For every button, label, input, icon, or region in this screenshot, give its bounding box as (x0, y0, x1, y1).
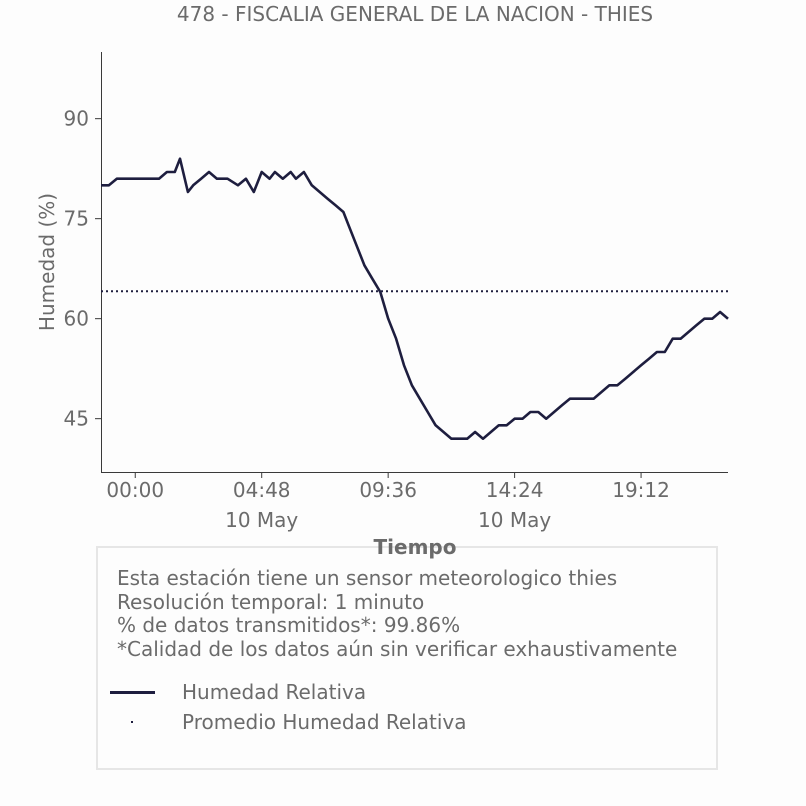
legend-dot-icon (110, 712, 156, 732)
x-tick-label: 09:36 (359, 478, 417, 502)
x-tick-label: 19:12 (612, 478, 670, 502)
x-ticks: 00:00 04:48 10 May 09:36 14:24 10 May 19:12 (106, 472, 670, 532)
y-tick-label: 45 (64, 407, 89, 431)
y-ticks: 45 60 75 90 (64, 107, 101, 431)
y-tick-label: 75 (64, 207, 89, 231)
x-tick-label: 04:48 (233, 478, 291, 502)
legend-label-humedad: Humedad Relativa (182, 680, 367, 704)
info-legend-box: Esta estación tiene un sensor meteorolog… (96, 546, 718, 770)
x-tick-sublabel: 10 May (225, 508, 298, 532)
chart-title: 478 - FISCALIA GENERAL DE LA NACION - TH… (177, 2, 653, 26)
y-axis-label: Humedad (%) (35, 193, 59, 331)
x-tick-sublabel: 10 May (478, 508, 551, 532)
info-text: Esta estación tiene un sensor meteorolog… (117, 566, 678, 661)
y-tick-label: 60 (64, 307, 89, 331)
legend-solid-line-icon (110, 682, 156, 702)
x-tick-label: 14:24 (486, 478, 544, 502)
x-tick-label: 00:00 (106, 478, 164, 502)
info-line-quality: *Calidad de los datos aún sin verificar … (117, 636, 678, 661)
y-tick-label: 90 (64, 107, 89, 131)
legend-label-promedio: Promedio Humedad Relativa (182, 710, 467, 734)
info-line-station: Esta estación tiene un sensor meteorolog… (117, 566, 618, 590)
info-line-resolution: Resolución temporal: 1 minuto (117, 589, 425, 614)
legend-item-promedio: Promedio Humedad Relativa (110, 709, 466, 735)
plot-lines (101, 157, 729, 441)
legend-item-humedad: Humedad Relativa (110, 679, 366, 705)
series-humedad-line (101, 157, 729, 441)
info-line-transmitted: % de datos transmitidos*: 99.86% (117, 613, 461, 637)
